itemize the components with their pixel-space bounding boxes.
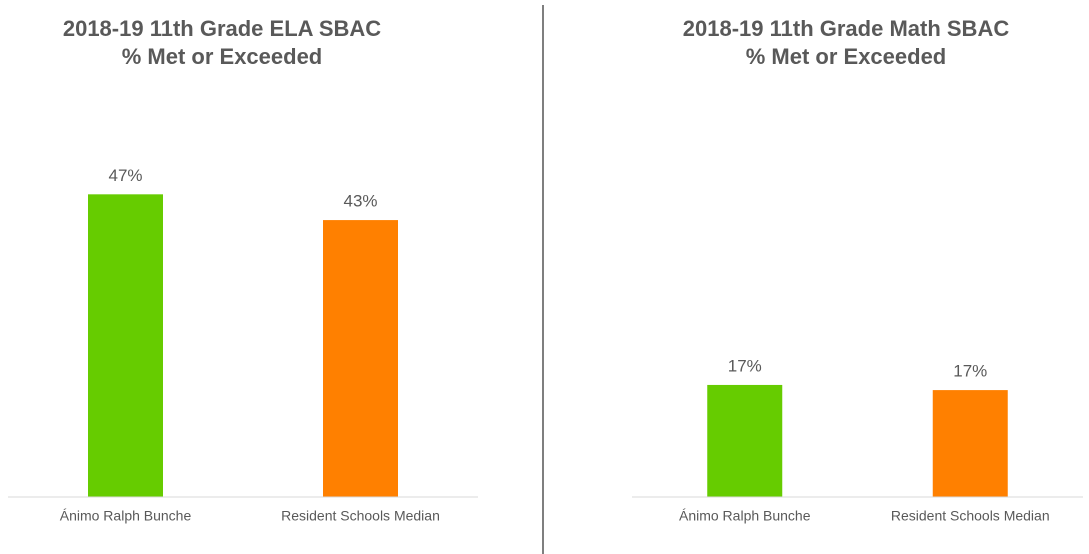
x-tick-label: Resident Schools Median	[891, 508, 1050, 524]
bar	[323, 220, 398, 497]
chart-subtitle: % Met or Exceeded	[122, 44, 323, 69]
bar	[932, 390, 1008, 497]
value-label: 43%	[343, 192, 377, 211]
value-label: 47%	[108, 166, 142, 185]
chart-title: 2018-19 11th Grade Math SBAC	[683, 16, 1010, 41]
chart-subtitle: % Met or Exceeded	[746, 44, 947, 69]
x-tick-label: Ánimo Ralph Bunche	[679, 508, 811, 524]
bar	[707, 384, 783, 497]
x-tick-label: Resident Schools Median	[281, 508, 440, 524]
bar	[88, 194, 163, 497]
x-tick-label: Ánimo Ralph Bunche	[60, 508, 192, 524]
value-label: 17%	[953, 362, 987, 381]
chart-title: 2018-19 11th Grade ELA SBAC	[63, 16, 381, 41]
value-label: 17%	[728, 356, 762, 375]
